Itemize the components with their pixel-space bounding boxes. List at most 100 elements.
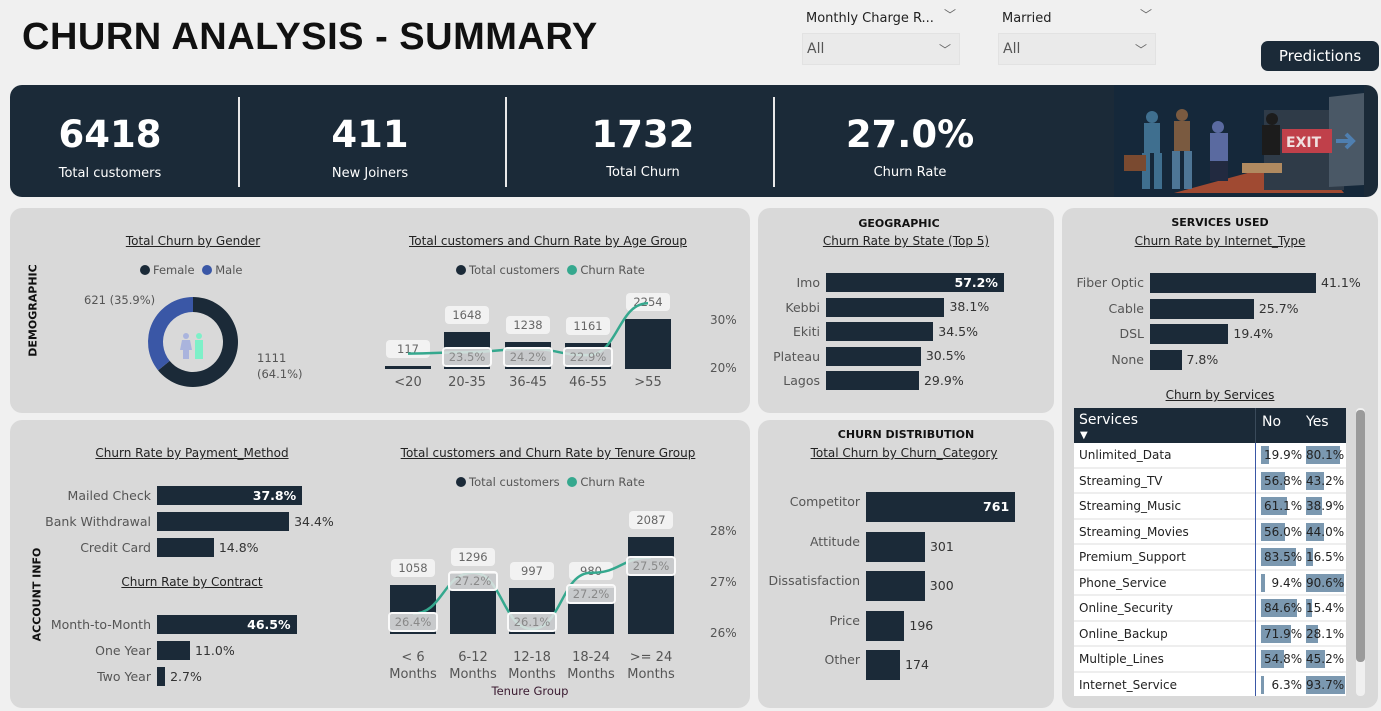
divider [1255,494,1256,520]
services-section-label: SERVICES USED [1171,216,1269,229]
internet-value-label: 41.1% [1321,275,1361,290]
x-tick-label: <20 [394,375,422,390]
no-value: 83.5% [1264,550,1303,564]
no-data-bar [1261,497,1287,515]
no-data-bar [1261,471,1285,490]
yes-data-bar [1306,471,1325,490]
monthly-charge-dropdown[interactable]: All ﹀ [802,33,960,65]
state-chart-title: Churn Rate by State (Top 5) [822,234,990,248]
state-value-label: 34.5% [938,323,978,339]
internet-category-label: Fiber Optic [1076,275,1144,290]
state-category-label: Kebbi [785,299,820,315]
no-value: 6.3% [1271,677,1303,692]
predictions-button[interactable]: Predictions [1261,41,1379,71]
no-data-bar [1261,548,1297,566]
table-row[interactable]: Premium_Support 83.5% 16.5% [1074,545,1346,571]
contract-category-label: One Year [95,643,151,658]
no-data-bar [1261,650,1285,668]
x-tick-label: Months [508,667,556,682]
legend-female-swatch [140,265,150,275]
column-header-services[interactable]: Services [1079,412,1139,428]
customers-data-label: 1058 [391,558,435,577]
chevron-down-icon[interactable]: ﹀ [944,8,957,22]
internet-category-label: Cable [1108,300,1145,316]
kpi-churn-rate-value: 27.0% [845,113,975,156]
yes-data-bar [1306,522,1325,541]
service-name: Online_Backup [1079,626,1168,641]
divider [238,97,240,187]
x-tick-label: >55 [634,375,662,390]
table-row[interactable]: Online_Security 84.6% 15.4% [1074,596,1346,622]
contract-category-label: Two Year [97,669,151,684]
customers-bar [628,536,674,634]
payment-bar [157,512,290,531]
y2-tick-label: 30% [710,313,737,327]
customers-bar [625,318,671,369]
geographic-section-label: GEOGRAPHIC [858,217,940,230]
married-dropdown[interactable]: All ﹀ [998,33,1156,65]
customers-data-label: 1296 [451,547,495,566]
table-row[interactable]: Internet_Service 6.3% 93.7% [1074,672,1346,696]
kpi-new-joiners-value: 411 [331,113,409,156]
no-data-bar [1261,624,1292,643]
distribution-section-label: CHURN DISTRIBUTION [837,428,975,441]
divider [1255,443,1256,469]
no-data-bar [1261,522,1285,541]
contract-bar [157,615,297,634]
x-tick-label: 46-55 [569,375,607,390]
y2-tick-label: 20% [710,361,737,375]
filter-label-married: Married [1002,11,1052,26]
category-category-label: Price [829,612,861,628]
payment-bar [157,486,303,505]
legend-female: Female [153,263,195,277]
category-bar [866,610,905,641]
table-scrollbar-track[interactable] [1356,408,1365,696]
customers-data-label: 2254 [626,292,670,311]
chevron-down-icon[interactable]: ﹀ [1140,8,1153,22]
table-row[interactable]: Streaming_Music 61.1% 38.9% [1074,494,1346,520]
yes-data-bar [1306,650,1325,668]
x-tick-label: Months [627,667,675,682]
sort-descending-icon[interactable]: ▼ [1080,430,1088,441]
state-category-label: Ekiti [793,324,820,339]
no-value: 61.1% [1264,499,1303,513]
divider [1255,468,1256,495]
services-table-title: Churn by Services [1165,388,1275,402]
table-row[interactable]: Multiple_Lines 54.8% 45.2% [1074,647,1346,673]
contract-value-label: 46.5% [247,616,291,632]
column-header-no[interactable]: No [1262,414,1282,430]
legend-male-swatch [202,265,213,275]
payment-value-label: 14.8% [218,539,259,555]
category-value-label: 761 [983,499,1010,514]
tenure-legend: Total customers Churn Rate [456,475,645,489]
category-bar [866,492,1016,522]
column-header-yes[interactable]: Yes [1306,414,1329,430]
table-row[interactable]: Streaming_TV 56.8% 43.2% [1074,468,1346,495]
category-value-label: 301 [929,538,954,554]
table-row[interactable]: Phone_Service 9.4% 90.6% [1074,570,1346,597]
state-category-label: Imo [796,275,820,290]
table-row[interactable]: Unlimited_Data 19.9% 80.1% [1074,443,1346,469]
customers-data-label: 2087 [629,510,673,529]
state-category-label: Lagos [783,373,820,388]
category-chart-title: Total Churn by Churn_Category [810,446,998,460]
table-scrollbar-thumb[interactable] [1356,410,1365,662]
contract-category-label: Month-to-Month [50,617,151,632]
tenure-chart-title: Total customers and Churn Rate by Tenure… [400,446,696,460]
legend-churn-rate-swatch [567,477,578,487]
age-legend: Total customers Churn Rate [456,263,645,277]
yes-value: 43.2% [1306,473,1345,488]
yes-value: 90.6% [1306,575,1345,590]
x-tick-label: Months [389,667,437,682]
yes-value: 45.2% [1306,652,1345,666]
x-tick-label: 36-45 [509,375,547,390]
customers-data-label: 980 [569,562,613,581]
yes-value: 15.4% [1306,601,1345,615]
churn-rate-data-label: 23.5% [442,347,492,367]
y2-tick-label: 27% [710,575,737,589]
legend-total-customers-swatch [456,477,466,487]
yes-value: 93.7% [1306,677,1345,692]
divider [1255,545,1256,571]
table-row[interactable]: Streaming_Movies 56.0% 44.0% [1074,519,1346,546]
table-row[interactable]: Online_Backup 71.9% 28.1% [1074,621,1346,648]
